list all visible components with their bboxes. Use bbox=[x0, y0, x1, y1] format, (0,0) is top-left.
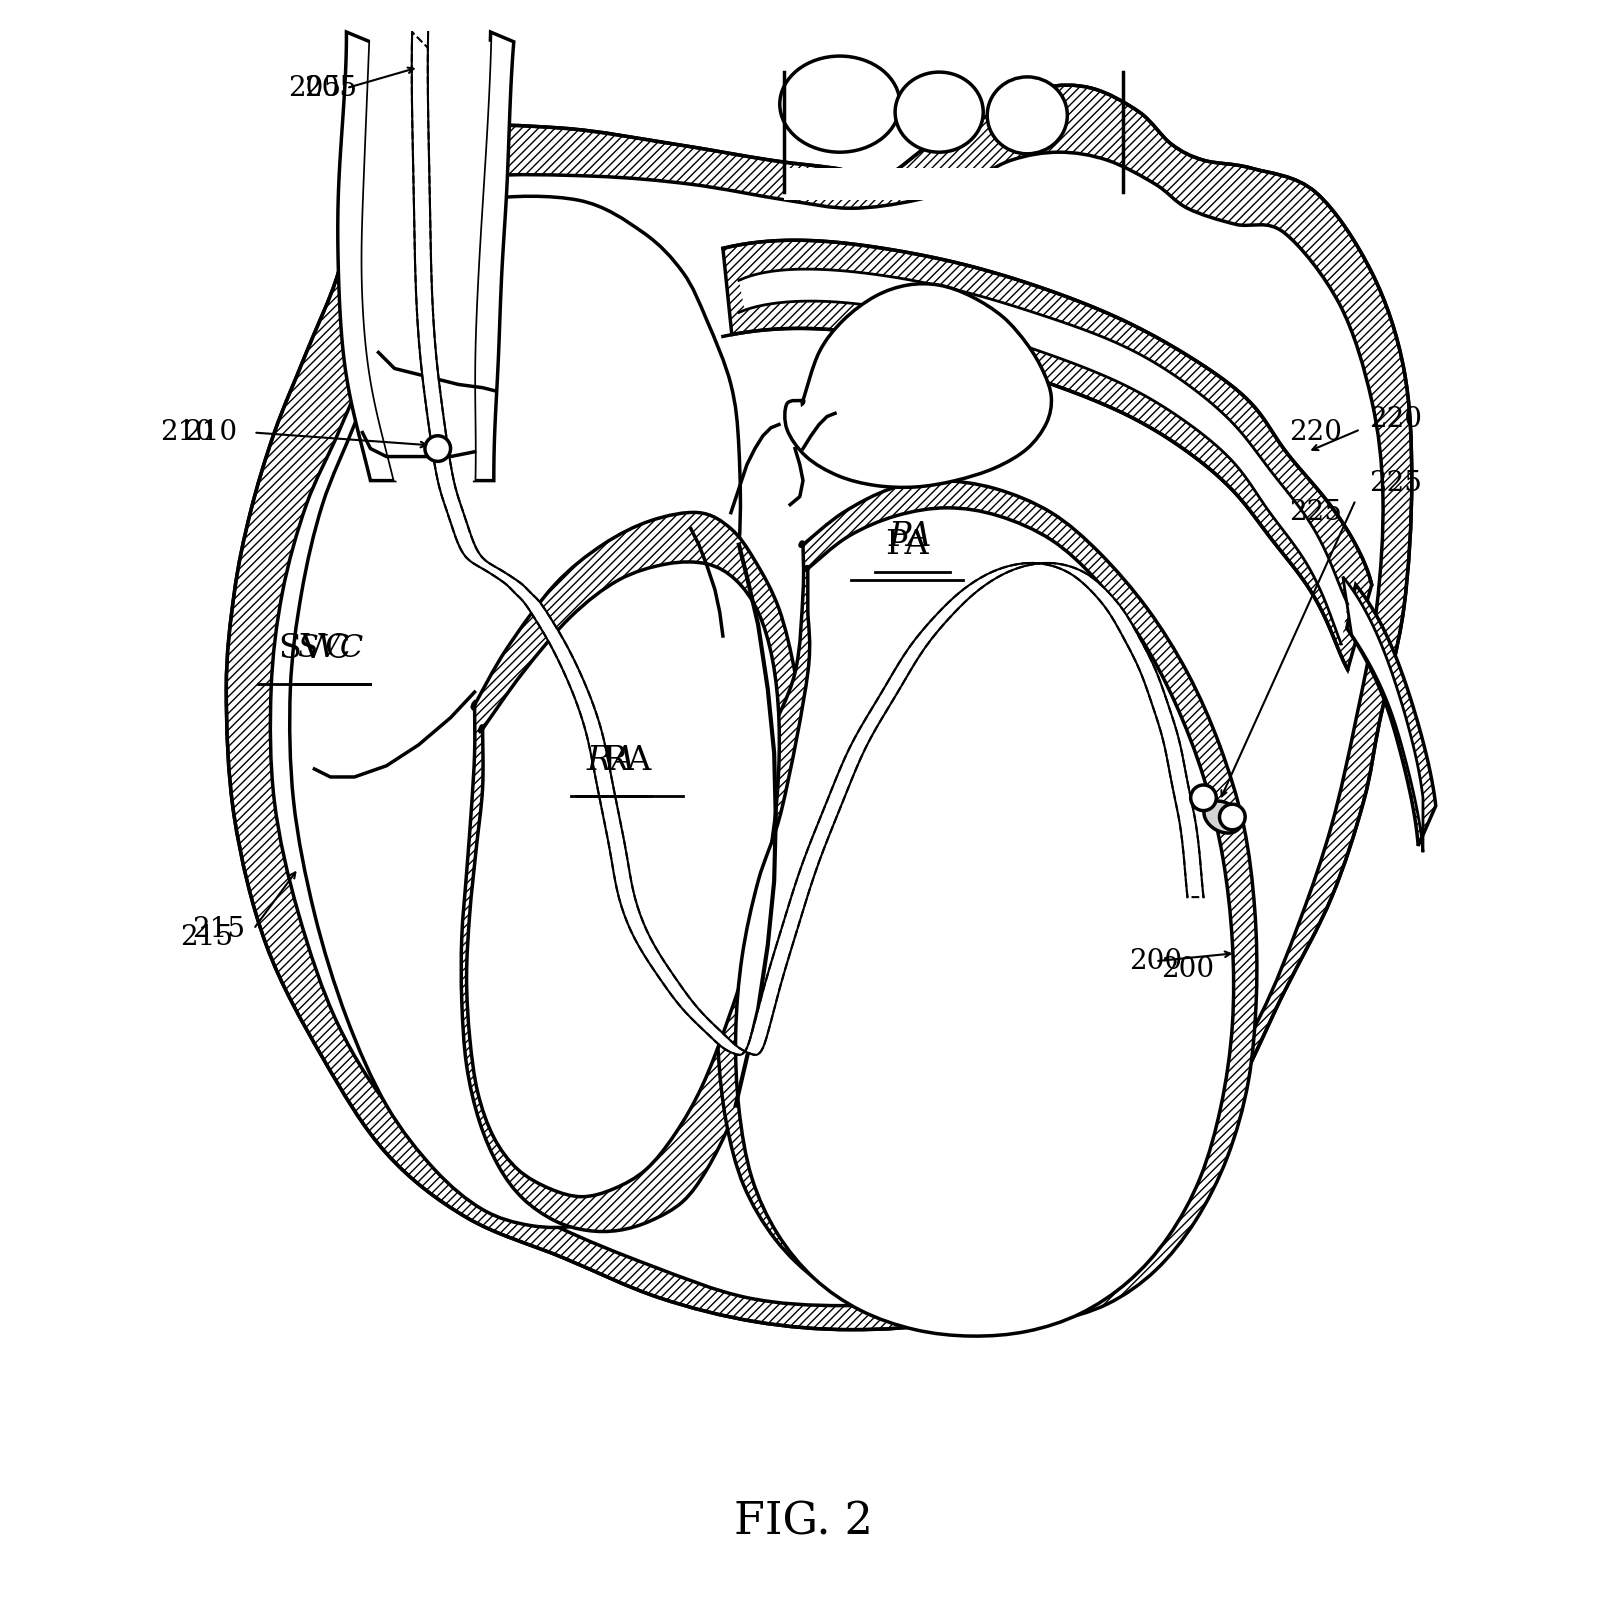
Text: RA: RA bbox=[602, 745, 652, 777]
Text: SVC: SVC bbox=[297, 633, 363, 665]
Text: 225: 225 bbox=[1289, 500, 1342, 525]
Circle shape bbox=[1218, 804, 1244, 830]
PathPatch shape bbox=[337, 32, 395, 481]
Text: 215: 215 bbox=[191, 916, 244, 942]
Text: 215: 215 bbox=[180, 924, 233, 950]
Text: 225: 225 bbox=[1369, 471, 1422, 497]
Text: RA: RA bbox=[586, 745, 636, 777]
Ellipse shape bbox=[987, 77, 1067, 154]
PathPatch shape bbox=[226, 85, 1411, 1330]
PathPatch shape bbox=[270, 152, 1382, 1306]
Text: FIG. 2: FIG. 2 bbox=[733, 1501, 872, 1543]
PathPatch shape bbox=[473, 32, 514, 481]
Text: PA: PA bbox=[884, 529, 928, 561]
Text: 220: 220 bbox=[1369, 407, 1422, 433]
Text: 220: 220 bbox=[1289, 420, 1342, 445]
Text: 205: 205 bbox=[303, 75, 356, 101]
Circle shape bbox=[1189, 785, 1215, 811]
Text: 200: 200 bbox=[1160, 956, 1213, 982]
Ellipse shape bbox=[780, 56, 899, 152]
PathPatch shape bbox=[363, 32, 490, 481]
PathPatch shape bbox=[1347, 585, 1435, 846]
PathPatch shape bbox=[289, 197, 740, 1227]
PathPatch shape bbox=[738, 269, 1347, 644]
Text: 205: 205 bbox=[287, 75, 340, 101]
Ellipse shape bbox=[1204, 801, 1241, 833]
PathPatch shape bbox=[722, 240, 1371, 670]
Text: PA: PA bbox=[888, 521, 931, 553]
Text: 210: 210 bbox=[183, 420, 236, 445]
PathPatch shape bbox=[411, 32, 1202, 1054]
Ellipse shape bbox=[894, 72, 982, 152]
Text: SVC: SVC bbox=[278, 633, 350, 665]
Text: 210: 210 bbox=[159, 420, 212, 445]
PathPatch shape bbox=[717, 481, 1257, 1330]
Circle shape bbox=[425, 436, 451, 461]
PathPatch shape bbox=[461, 513, 804, 1232]
Text: 200: 200 bbox=[1128, 948, 1181, 974]
PathPatch shape bbox=[1342, 577, 1422, 852]
PathPatch shape bbox=[467, 562, 778, 1197]
PathPatch shape bbox=[735, 508, 1233, 1336]
PathPatch shape bbox=[785, 284, 1051, 487]
PathPatch shape bbox=[783, 168, 1124, 200]
